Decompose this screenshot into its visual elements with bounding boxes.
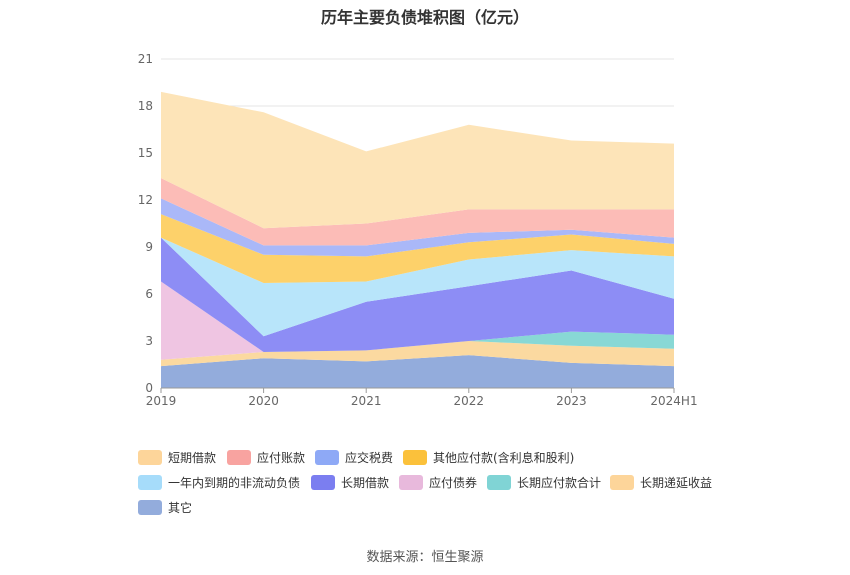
area-series-5 xyxy=(161,237,674,337)
stacked-area-chart: 0 3 6 9 12 15 18 21 2019 2020 2021 2022 2023 2024H1 xyxy=(138,52,698,408)
legend-swatch xyxy=(315,449,339,465)
legend-label: 一年内到期的非流动负债 xyxy=(168,475,301,490)
x-tick-label: 2019 xyxy=(146,394,177,408)
y-tick-label: 0 xyxy=(145,381,153,395)
legend-label: 其它 xyxy=(168,500,193,515)
y-tick-label: 15 xyxy=(138,146,153,160)
legend-item[interactable]: 其它 xyxy=(138,499,192,515)
legend-item[interactable]: 应付账款 xyxy=(227,449,305,465)
legend-swatch xyxy=(138,474,162,490)
legend-swatch xyxy=(311,474,335,490)
legend-item[interactable]: 一年内到期的非流动负债 xyxy=(138,474,300,490)
legend-swatch xyxy=(138,499,162,515)
legend-label: 其他应付款(含利息和股利) xyxy=(433,450,575,465)
area-series-6 xyxy=(161,214,674,283)
legend-label: 长期借款 xyxy=(341,475,390,490)
legend-item[interactable]: 长期递延收益 xyxy=(610,474,712,490)
legend-item[interactable]: 长期借款 xyxy=(311,474,389,490)
chart-title: 历年主要负债堆积图（亿元） xyxy=(320,8,529,27)
area-series-1 xyxy=(161,341,674,367)
area-series-0 xyxy=(161,355,674,388)
y-tick-label: 12 xyxy=(138,193,153,207)
legend-item[interactable]: 应付债券 xyxy=(399,474,477,490)
legend-swatch xyxy=(399,474,423,490)
x-tick-label: 2022 xyxy=(454,394,485,408)
legend-swatch xyxy=(610,474,634,490)
legend-item[interactable]: 短期借款 xyxy=(138,449,216,465)
x-tick-label: 2020 xyxy=(248,394,279,408)
area-series-4 xyxy=(161,237,674,352)
legend-label: 短期借款 xyxy=(168,450,217,465)
y-tick-label: 3 xyxy=(145,334,153,348)
legend-label: 长期应付款合计 xyxy=(517,475,602,490)
x-tick-label: 2024H1 xyxy=(650,394,697,408)
legend-swatch xyxy=(227,449,251,465)
x-tick-label: 2021 xyxy=(351,394,382,408)
legend-swatch xyxy=(138,449,162,465)
legend-swatch xyxy=(403,449,427,465)
legend-label: 应付债券 xyxy=(429,475,478,490)
area-series-7 xyxy=(161,198,674,257)
x-tick-label: 2023 xyxy=(556,394,587,408)
legend-label: 应付账款 xyxy=(257,450,306,465)
data-source-note: 数据来源：恒生聚源 xyxy=(366,550,484,565)
area-series-2 xyxy=(161,331,674,360)
area-series-9 xyxy=(161,91,674,229)
y-tick-label: 21 xyxy=(138,52,153,66)
legend-swatch xyxy=(487,474,511,490)
area-series-8 xyxy=(161,178,674,246)
area-series-3 xyxy=(161,281,674,360)
legend-item[interactable]: 应交税费 xyxy=(315,449,393,465)
y-tick-label: 9 xyxy=(145,240,153,254)
y-tick-label: 6 xyxy=(145,287,153,301)
legend-item[interactable]: 其他应付款(含利息和股利) xyxy=(403,449,574,465)
legend-label: 长期递延收益 xyxy=(640,475,713,490)
legend-label: 应交税费 xyxy=(345,450,394,465)
legend-item[interactable]: 长期应付款合计 xyxy=(487,474,601,490)
y-tick-label: 18 xyxy=(138,99,153,113)
